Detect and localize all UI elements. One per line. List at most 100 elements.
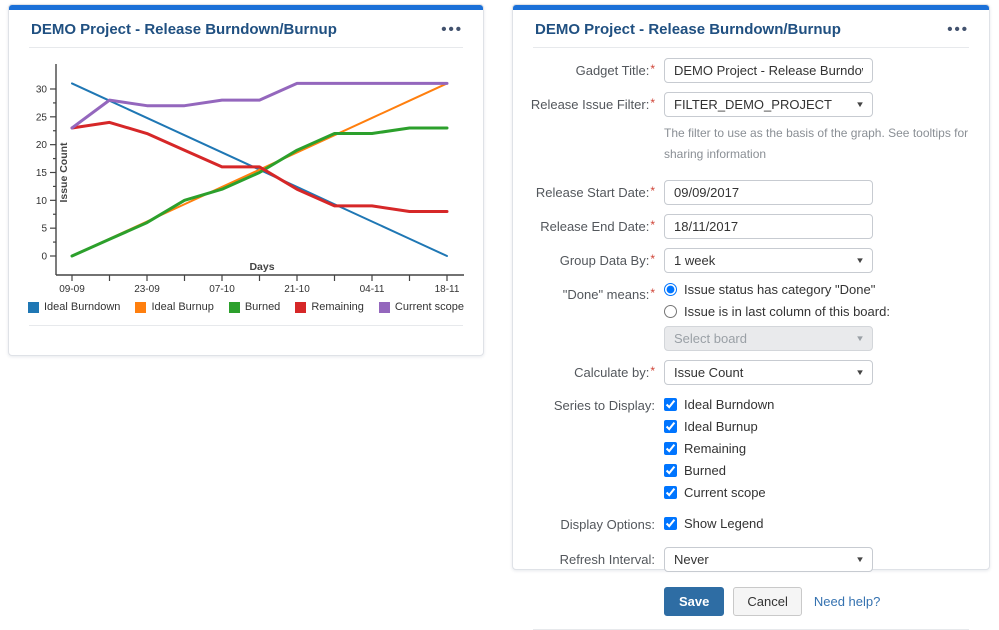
legend-item: Ideal Burndown	[27, 301, 121, 313]
gadget-accent-strip	[9, 5, 483, 10]
release-start-date-label: Release Start Date:	[535, 185, 650, 200]
gadget-title-label: Gadget Title:	[575, 63, 650, 78]
series-ideal-burndown-checkbox[interactable]	[664, 398, 677, 411]
legend-swatch	[27, 301, 39, 313]
series-remaining-option[interactable]: Remaining	[664, 441, 774, 456]
refresh-interval-row: Refresh Interval: Never ▼	[527, 547, 971, 572]
legend-label: Burned	[244, 301, 281, 313]
release-start-date-input[interactable]	[664, 180, 873, 205]
board-select[interactable]: Select board ▼	[664, 326, 873, 351]
more-options-icon[interactable]: •••	[441, 21, 463, 38]
dropdown-arrow-icon: ▼	[855, 256, 865, 265]
svg-text:20: 20	[36, 140, 48, 151]
svg-text:5: 5	[41, 224, 47, 235]
done-means-label: "Done" means:	[562, 287, 650, 302]
legend-swatch	[378, 301, 390, 313]
done-means-row: "Done" means:* Issue status has category…	[527, 282, 971, 351]
gadget-header: DEMO Project - Release Burndown/Burnup •…	[9, 10, 483, 47]
gadget-title: DEMO Project - Release Burndown/Burnup	[31, 21, 337, 38]
legend-label: Remaining	[311, 301, 364, 313]
gadget-header: DEMO Project - Release Burndown/Burnup •…	[513, 10, 989, 47]
header-divider	[533, 47, 969, 48]
filter-help-text: The filter to use as the basis of the gr…	[664, 126, 969, 161]
group-data-by-label: Group Data By:	[559, 253, 650, 268]
checkbox-label: Remaining	[684, 441, 747, 456]
required-mark: *	[650, 218, 655, 232]
refresh-interval-select[interactable]: Never ▼	[664, 547, 873, 572]
required-mark: *	[650, 96, 655, 110]
calculate-by-select[interactable]: Issue Count ▼	[664, 360, 873, 385]
done-last-column-radio-label: Issue is in last column of this board:	[684, 304, 890, 319]
legend-label: Ideal Burndown	[43, 301, 121, 313]
burndown-chart: 0 5 10 15 20 25 30 09-09 23-09 07-10 21-10 04-11 18-…	[36, 64, 464, 295]
svg-text:18-11: 18-11	[435, 284, 460, 295]
svg-text:21-10: 21-10	[284, 284, 310, 295]
legend-swatch	[295, 301, 307, 313]
svg-text:Days: Days	[249, 261, 274, 273]
required-mark: *	[650, 184, 655, 198]
need-help-link[interactable]: Need help?	[813, 594, 881, 609]
svg-text:0: 0	[41, 252, 47, 263]
refresh-interval-label: Refresh Interval:	[559, 552, 655, 567]
checkbox-label: Ideal Burnup	[684, 419, 758, 434]
svg-text:30: 30	[36, 84, 48, 95]
series-remaining-checkbox[interactable]	[664, 442, 677, 455]
required-mark: *	[650, 286, 655, 300]
selected-value: FILTER_DEMO_PROJECT	[674, 97, 832, 112]
release-end-date-input[interactable]	[664, 214, 873, 239]
svg-text:15: 15	[36, 168, 48, 179]
dropdown-arrow-icon: ▼	[855, 334, 865, 343]
selected-value: 1 week	[674, 253, 716, 268]
required-mark: *	[650, 364, 655, 378]
done-category-radio[interactable]	[664, 283, 677, 296]
svg-text:25: 25	[36, 112, 48, 123]
form-actions: Save Cancel Need help?	[664, 587, 971, 616]
header-divider	[29, 47, 463, 48]
svg-text:07-10: 07-10	[209, 284, 235, 295]
calculate-by-row: Calculate by:* Issue Count ▼	[527, 360, 971, 385]
release-issue-filter-select[interactable]: FILTER_DEMO_PROJECT ▼	[664, 92, 873, 117]
legend-item: Remaining	[295, 301, 364, 313]
cancel-button[interactable]: Cancel	[733, 587, 802, 616]
more-options-icon[interactable]: •••	[947, 21, 969, 38]
series-burned-checkbox[interactable]	[664, 464, 677, 477]
svg-text:23-09: 23-09	[134, 284, 160, 295]
gadget-title-input[interactable]	[664, 58, 873, 83]
release-start-date-row: Release Start Date:*	[527, 180, 971, 205]
release-end-date-row: Release End Date:*	[527, 214, 971, 239]
gadget-accent-strip	[513, 5, 989, 10]
release-end-date-label: Release End Date:	[540, 219, 650, 234]
series-ideal-burndown-option[interactable]: Ideal Burndown	[664, 397, 774, 412]
gadget-title: DEMO Project - Release Burndown/Burnup	[535, 21, 841, 38]
series-ideal-burnup-checkbox[interactable]	[664, 420, 677, 433]
series-to-display-label: Series to Display:	[553, 398, 655, 413]
save-button[interactable]: Save	[664, 587, 725, 616]
done-last-column-radio[interactable]	[664, 305, 677, 318]
legend-swatch	[228, 301, 240, 313]
selected-value: Never	[674, 552, 709, 567]
series-ideal-burnup-option[interactable]: Ideal Burnup	[664, 419, 774, 434]
series-burned-option[interactable]: Burned	[664, 463, 774, 478]
done-category-radio-option[interactable]: Issue status has category "Done"	[664, 282, 890, 297]
board-select-placeholder: Select board	[674, 331, 747, 346]
gadget-title-row: Gadget Title:*	[527, 58, 971, 83]
checkbox-label: Current scope	[684, 485, 766, 500]
group-data-by-row: Group Data By:* 1 week ▼	[527, 248, 971, 273]
done-last-column-radio-option[interactable]: Issue is in last column of this board:	[664, 304, 890, 319]
legend-label: Ideal Burnup	[151, 301, 214, 313]
legend-label: Current scope	[394, 301, 464, 313]
group-data-by-select[interactable]: 1 week ▼	[664, 248, 873, 273]
series-current-scope-checkbox[interactable]	[664, 486, 677, 499]
footer-divider	[29, 325, 463, 326]
show-legend-checkbox[interactable]	[664, 517, 677, 530]
legend-item: Current scope	[378, 301, 464, 313]
chart-legend: Ideal Burndown Ideal Burnup Burned Remainin…	[9, 301, 483, 313]
show-legend-option[interactable]: Show Legend	[664, 516, 764, 531]
series-current-scope-option[interactable]: Current scope	[664, 485, 774, 500]
dropdown-arrow-icon: ▼	[855, 555, 865, 564]
dropdown-arrow-icon: ▼	[855, 368, 865, 377]
checkbox-label: Show Legend	[684, 516, 764, 531]
legend-swatch	[135, 301, 147, 313]
selected-value: Issue Count	[674, 365, 744, 380]
svg-text:Issue Count: Issue Count	[58, 142, 70, 203]
